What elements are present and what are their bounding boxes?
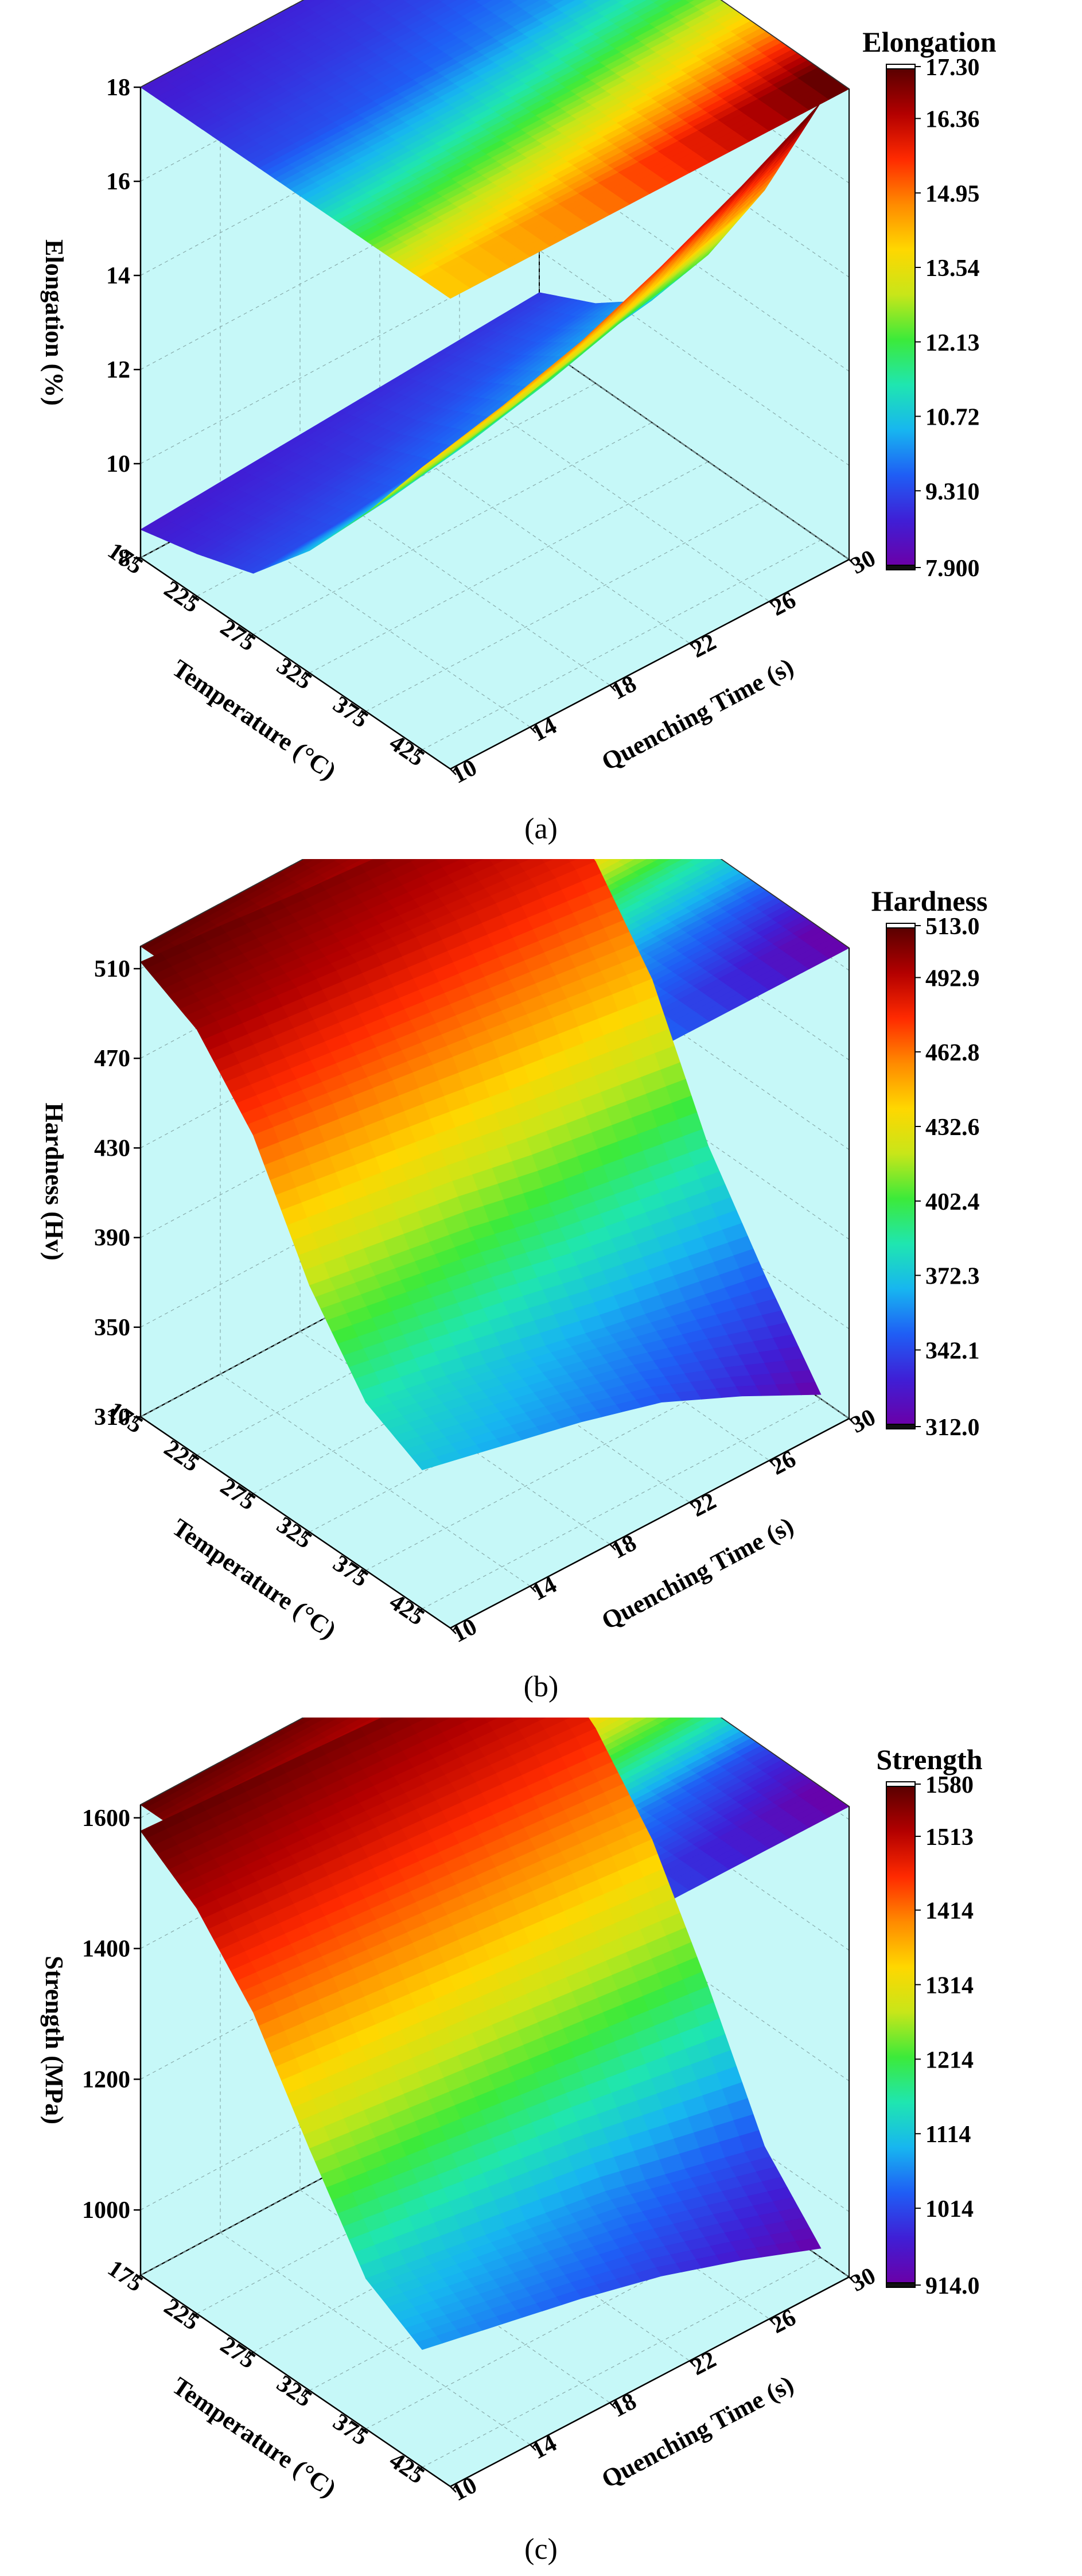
z-tick-label: 350 (94, 1315, 130, 1341)
colorbar-tick-label: 7.900 (925, 555, 980, 582)
colorbar-tick-label: 1214 (925, 2047, 974, 2073)
colorbar-tick-label: 1580 (925, 1772, 974, 1798)
colorbar-tick-label: 1014 (925, 2196, 974, 2223)
caption-c: (c) (524, 2533, 558, 2566)
colorbar-tick-label: 12.13 (925, 330, 980, 356)
colorbar-cap-bottom (886, 1424, 916, 1429)
z-axis-label: Strength (MPa) (40, 1956, 68, 2124)
z-tick-label: 16 (106, 169, 130, 195)
colorbar-title: Hardness (871, 885, 988, 917)
colorbar-tick-label: 914.0 (925, 2273, 980, 2299)
colorbar-tick-label: 342.1 (925, 1338, 980, 1364)
colorbar-cap-bottom (886, 565, 916, 570)
y-tick-label: 30 (846, 545, 880, 580)
z-tick-label: 1200 (82, 2066, 130, 2093)
colorbar (886, 927, 916, 1425)
y-axis-line (450, 2276, 850, 2488)
z-tick-label: 1400 (82, 1936, 130, 1963)
colorbar-tick-label: 462.8 (925, 1040, 980, 1066)
z-tick-label: 8 (118, 545, 130, 572)
colorbar-cap-top (886, 923, 916, 928)
y-tick-label: 30 (846, 1404, 880, 1439)
x-axis-line (140, 1416, 451, 1629)
z-tick-label: 430 (94, 1135, 130, 1161)
colorbar-tick-label: 513.0 (925, 914, 980, 940)
colorbar-cap-top (886, 1781, 916, 1787)
caption-b: (b) (523, 1670, 559, 1703)
x-axis-line (140, 2274, 451, 2488)
colorbar-tick-label: 432.6 (925, 1114, 980, 1141)
y-tick-label: 30 (846, 2263, 880, 2297)
y-axis-line (450, 1417, 850, 1629)
caption-a: (a) (524, 813, 558, 845)
surface (140, 859, 822, 1470)
colorbar-tick-label: 1414 (925, 1898, 974, 1925)
colorbar-title: Elongation (862, 26, 997, 58)
colorbar-tick-label: 10.72 (925, 405, 980, 431)
colorbar-tick-label: 1513 (925, 1824, 974, 1851)
colorbar (886, 68, 916, 566)
x-axis-line (140, 557, 451, 770)
chart-panel-a: 8 10 12 14 16 18 Elongation (%) 175 225 275 325 375… (0, 0, 1082, 859)
box-edge-top-back (140, 0, 850, 90)
colorbar-tick-label: 372.3 (925, 1264, 980, 1290)
z-axis-label: Hardness (Hv) (40, 1103, 68, 1261)
y-axis-line (450, 558, 850, 770)
colorbar-cap-top (886, 64, 916, 69)
colorbar-title: Strength (876, 1743, 982, 1775)
z-tick-label: 18 (106, 75, 130, 101)
z-tick-label: 390 (94, 1225, 130, 1252)
z-tick-label: 14 (106, 263, 130, 289)
z-tick-label: 510 (94, 956, 130, 982)
z-tick-label: 12 (106, 357, 130, 383)
z-tick-label: 470 (94, 1046, 130, 1072)
colorbar-cap-bottom (886, 2282, 916, 2288)
colorbar-tick-label: 492.9 (925, 966, 980, 992)
colorbar-tick-label: 9.310 (925, 479, 980, 505)
box-edge-top-back (140, 859, 850, 949)
z-tick-label: 10 (106, 451, 130, 477)
colorbar (886, 1786, 916, 2283)
colorbar-tick-label: 16.36 (925, 107, 980, 133)
top-projection (140, 0, 850, 299)
colorbar-tick-label: 402.4 (925, 1189, 980, 1215)
surface (140, 102, 822, 574)
chart-panel-b: 310 350 390 430 470 510 Hardness (Hv) 175 225 275… (0, 859, 1082, 1718)
colorbar-tick-label: 17.30 (925, 55, 980, 81)
surface (140, 1718, 822, 2350)
z-tick-label: 1000 (82, 2197, 130, 2224)
chart-panel-c: 1000 1200 1400 1600 Strength (MPa) 175 225 275 3… (0, 1718, 1082, 2576)
box-edge-top-back (140, 1718, 850, 1807)
z-tick-label: 1600 (82, 1805, 130, 1832)
colorbar-tick-label: 1314 (925, 1972, 974, 1999)
z-axis-label: Elongation (%) (40, 239, 68, 406)
colorbar-tick-label: 14.95 (925, 181, 980, 207)
colorbar-tick-label: 1114 (925, 2122, 971, 2148)
z-tick-label: 310 (94, 1404, 130, 1431)
colorbar-tick-label: 312.0 (925, 1415, 980, 1441)
colorbar-tick-label: 13.54 (925, 255, 980, 282)
